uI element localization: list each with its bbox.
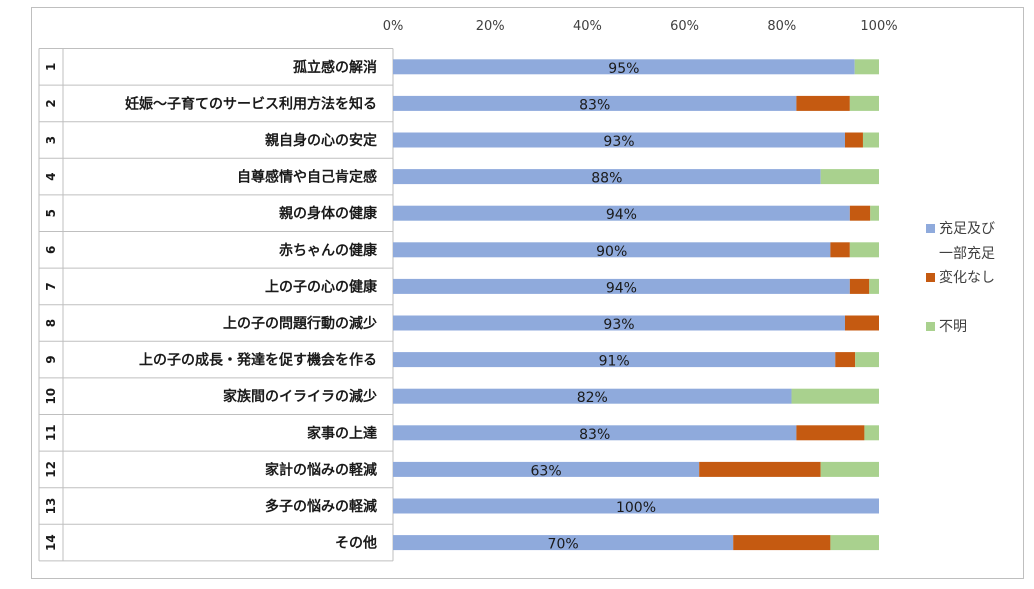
row-number: 8 — [44, 319, 58, 327]
bar-segment-series-2 — [830, 242, 850, 258]
bar-segment-series-3 — [854, 59, 879, 75]
x-tick-label: 20% — [476, 19, 505, 34]
row-number: 4 — [44, 172, 58, 180]
category-label: 上の子の心の健康 — [265, 278, 378, 295]
legend-label: 一部充足 — [939, 246, 995, 262]
bar-segment-series-1 — [393, 59, 855, 75]
row-number: 7 — [44, 282, 58, 290]
data-label: 93% — [603, 134, 634, 150]
legend-swatch — [926, 224, 935, 233]
x-tick-label: 60% — [670, 19, 699, 34]
category-label: 家計の悩みの軽減 — [265, 461, 377, 478]
bars: 95% 83% 93% 88% 94% 90% 94% 93% 91% 82% 83% 63% 100%… — [393, 59, 879, 553]
legend-label: 不明 — [939, 319, 967, 335]
data-label: 93% — [603, 317, 634, 333]
category-label: 上の子の成長・発達を促す機会を作る — [139, 352, 377, 369]
row-number: 13 — [44, 498, 58, 515]
bar-segment-series-3 — [820, 461, 879, 477]
data-label: 100% — [616, 500, 656, 516]
bar-segment-series-2 — [733, 535, 831, 551]
x-tick-label: 40% — [573, 19, 602, 34]
bar-segment-series-1 — [393, 278, 850, 294]
data-label: 83% — [579, 97, 610, 113]
row-number: 12 — [44, 461, 58, 478]
row-number: 6 — [44, 246, 58, 254]
category-label: 多子の悩みの軽減 — [265, 498, 377, 515]
row-number: 10 — [44, 388, 58, 405]
category-label: 赤ちゃんの健康 — [279, 242, 378, 259]
row-number: 2 — [44, 99, 58, 107]
category-label: 上の子の問題行動の減少 — [223, 315, 377, 332]
bar-segment-series-3 — [830, 535, 879, 551]
legend-label: 変化なし — [939, 269, 995, 286]
category-labels: 孤立感の解消 1 妊娠～子育てのサービス利用方法を知る 2 親自身の心の安定 3 自尊感情や… — [44, 59, 378, 552]
bar-segment-series-3 — [855, 352, 879, 368]
category-label: 家族間のイライラの減少 — [223, 388, 377, 405]
bar-segment-series-3 — [869, 278, 879, 294]
bar-segment-series-3 — [870, 205, 879, 221]
bar-segment-series-3 — [820, 169, 879, 185]
bar-segment-series-2 — [844, 132, 863, 148]
bar-segment-series-2 — [849, 205, 871, 221]
bar-segment-series-2 — [849, 278, 870, 294]
row-number: 11 — [44, 424, 58, 441]
data-label: 94% — [606, 207, 637, 223]
data-label: 88% — [591, 171, 622, 187]
data-label: 95% — [608, 61, 639, 77]
x-tick-label: 80% — [767, 19, 796, 34]
bar-segment-series-3 — [864, 425, 879, 441]
row-number: 14 — [44, 534, 58, 551]
category-label: 親自身の心の安定 — [265, 132, 377, 149]
bar-segment-series-3 — [849, 95, 879, 111]
bar-segment-series-1 — [393, 315, 845, 331]
x-axis-ticks: 0% 20% 40% 60% 80% 100% — [383, 19, 898, 34]
data-label: 83% — [579, 427, 610, 443]
x-tick-label: 0% — [383, 19, 404, 34]
category-label: その他 — [335, 535, 377, 552]
bar-segment-series-3 — [791, 388, 879, 404]
bar-segment-series-1 — [393, 205, 850, 221]
category-label: 親の身体の健康 — [279, 205, 378, 222]
data-label: 63% — [531, 463, 562, 479]
bar-segment-series-2 — [699, 461, 821, 477]
bar-segment-series-1 — [393, 242, 831, 258]
category-table — [38, 48, 394, 562]
data-label: 90% — [596, 244, 627, 260]
data-label: 94% — [606, 280, 637, 296]
bar-segment-series-1 — [393, 169, 821, 185]
x-tick-label: 100% — [860, 19, 897, 34]
bar-segment-series-1 — [393, 352, 836, 368]
bar-segment-series-1 — [393, 388, 792, 404]
bar-segment-series-2 — [835, 352, 856, 368]
row-number: 1 — [44, 63, 58, 71]
bar-segment-series-1 — [393, 461, 700, 477]
bar-segment-series-2 — [844, 315, 879, 331]
row-number: 3 — [44, 136, 58, 144]
bar-segment-series-1 — [393, 425, 797, 441]
bar-segment-series-3 — [862, 132, 879, 148]
category-label: 家事の上達 — [307, 425, 377, 442]
bar-segment-series-1 — [393, 535, 734, 551]
bar-segment-series-2 — [796, 95, 850, 111]
data-label: 91% — [599, 354, 630, 370]
row-number: 9 — [44, 355, 58, 363]
data-label: 70% — [548, 537, 579, 553]
bar-segment-series-1 — [393, 95, 797, 111]
category-label: 自尊感情や自己肯定感 — [237, 169, 377, 186]
category-label: 孤立感の解消 — [293, 59, 377, 76]
bar-segment-series-2 — [796, 425, 865, 441]
bar-segment-series-3 — [849, 242, 879, 258]
legend-swatch — [926, 273, 935, 282]
bar-segment-series-1 — [393, 132, 845, 148]
bar-segment-series-1 — [393, 498, 879, 514]
row-number: 5 — [44, 209, 58, 217]
legend-label: 充足及び — [939, 221, 995, 237]
data-label: 82% — [577, 390, 608, 406]
category-label: 妊娠～子育てのサービス利用方法を知る — [125, 95, 377, 112]
legend-swatch — [926, 322, 935, 331]
